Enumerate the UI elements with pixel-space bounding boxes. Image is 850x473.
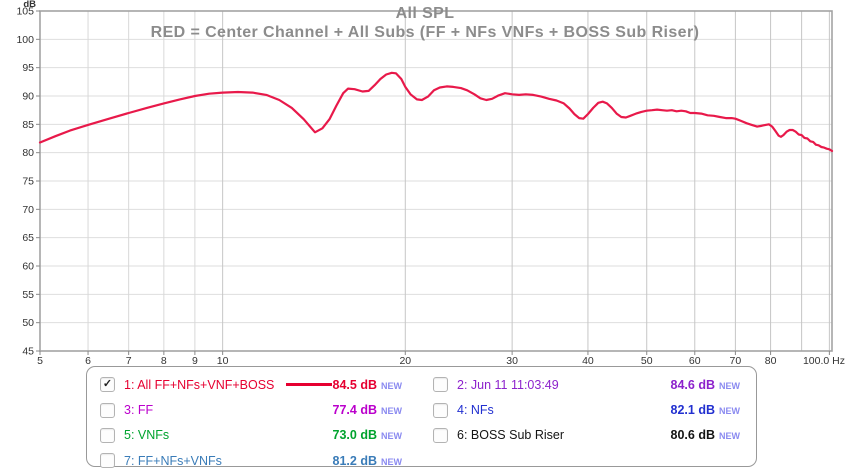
measurement-2-label: 2: Jun 11 11:03:49 bbox=[457, 377, 559, 392]
legend-row-2[interactable]: 2: Jun 11 11:03:49 84.6 dB NEW bbox=[433, 372, 740, 397]
x-tick-label: 8 bbox=[161, 355, 167, 367]
y-tick-label: 70 bbox=[22, 204, 34, 216]
measurement-1-trace-swatch bbox=[286, 383, 333, 386]
y-tick-label: 45 bbox=[22, 346, 34, 358]
measurement-4-checkbox[interactable] bbox=[433, 402, 448, 418]
measurement-7-new-badge: NEW bbox=[381, 456, 402, 467]
legend-row-7[interactable]: 7: FF+NFs+VNFs 81.2 dB NEW bbox=[100, 448, 402, 473]
y-tick-label: 65 bbox=[22, 232, 34, 244]
y-tick-label: 85 bbox=[22, 119, 34, 131]
spl-trace bbox=[38, 71, 834, 153]
y-tick-label: 55 bbox=[22, 289, 34, 301]
y-tick-label: 80 bbox=[22, 147, 34, 159]
y-axis-unit-label: dB bbox=[23, 0, 36, 10]
legend-row-3[interactable]: 3: FF 77.4 dB NEW bbox=[100, 397, 402, 422]
measurement-legend: ✓ 1: All FF+NFs+VNF+BOSS 84.5 dB NEW 3: … bbox=[86, 366, 757, 469]
measurement-5-label: 5: VNFs bbox=[124, 428, 170, 443]
x-tick-label: 50 bbox=[641, 355, 653, 367]
x-tick-label: 80 bbox=[765, 355, 777, 367]
measurement-3-label: 3: FF bbox=[124, 403, 154, 418]
y-tick-label: 90 bbox=[22, 91, 34, 103]
x-tick-label: 60 bbox=[689, 355, 701, 367]
spl-chart: 105 100 95 90 85 80 75 70 65 60 55 50 45 dB 5 6 7 8 9 10 20 3… bbox=[16, 0, 845, 367]
y-tick-label: 100 bbox=[16, 34, 34, 46]
measurement-3-level: 77.4 dB bbox=[332, 403, 377, 418]
x-tick-label: 70 bbox=[730, 355, 742, 367]
measurement-1-new-badge: NEW bbox=[381, 380, 402, 391]
y-tick-label: 60 bbox=[22, 261, 34, 273]
y-tick-label: 75 bbox=[22, 176, 34, 188]
measurement-6-checkbox[interactable] bbox=[433, 427, 448, 443]
measurement-1-checkbox[interactable]: ✓ bbox=[100, 377, 115, 393]
measurement-6-label: 6: BOSS Sub Riser bbox=[457, 428, 564, 443]
legend-column-right: 2: Jun 11 11:03:49 84.6 dB NEW 4: NFs 82… bbox=[433, 372, 740, 448]
legend-column-left: ✓ 1: All FF+NFs+VNF+BOSS 84.5 dB NEW 3: … bbox=[100, 372, 402, 473]
x-tick-label: 6 bbox=[85, 355, 91, 367]
legend-row-6[interactable]: 6: BOSS Sub Riser 80.6 dB NEW bbox=[433, 423, 740, 448]
measurement-6-new-badge: NEW bbox=[719, 431, 740, 442]
measurement-5-new-badge: NEW bbox=[381, 431, 402, 442]
legend-row-1[interactable]: ✓ 1: All FF+NFs+VNF+BOSS 84.5 dB NEW bbox=[100, 372, 402, 397]
x-tick-label: 10 bbox=[217, 355, 229, 367]
x-tick-label: 30 bbox=[506, 355, 518, 367]
y-tick-label: 95 bbox=[22, 62, 34, 74]
measurement-5-checkbox[interactable] bbox=[100, 427, 115, 443]
measurement-1-label: 1: All FF+NFs+VNF+BOSS bbox=[124, 377, 275, 392]
x-tick-label: 5 bbox=[37, 355, 43, 367]
measurement-6-level: 80.6 dB bbox=[670, 428, 715, 443]
measurement-4-level: 82.1 dB bbox=[670, 403, 715, 418]
measurement-4-label: 4: NFs bbox=[457, 403, 494, 418]
measurement-2-checkbox[interactable] bbox=[433, 377, 448, 393]
y-tick-label: 50 bbox=[22, 317, 34, 329]
measurement-1-level: 84.5 dB bbox=[332, 377, 377, 392]
measurement-3-new-badge: NEW bbox=[381, 406, 402, 417]
measurement-5-level: 73.0 dB bbox=[332, 428, 377, 443]
measurement-7-checkbox[interactable] bbox=[100, 453, 115, 469]
measurement-2-level: 84.6 dB bbox=[670, 377, 715, 392]
measurement-2-new-badge: NEW bbox=[719, 380, 740, 391]
x-tick-label: 9 bbox=[192, 355, 198, 367]
legend-row-5[interactable]: 5: VNFs 73.0 dB NEW bbox=[100, 423, 402, 448]
measurement-4-new-badge: NEW bbox=[719, 406, 740, 417]
x-tick-label: 7 bbox=[126, 355, 132, 367]
y-tick-label: 105 bbox=[16, 6, 34, 18]
x-tick-label: 40 bbox=[582, 355, 594, 367]
x-tick-label: 20 bbox=[399, 355, 411, 367]
measurement-7-label: 7: FF+NFs+VNFs bbox=[124, 453, 222, 468]
x-tick-label: 100.0 Hz bbox=[803, 355, 845, 367]
legend-row-4[interactable]: 4: NFs 82.1 dB NEW bbox=[433, 397, 740, 422]
measurement-3-checkbox[interactable] bbox=[100, 402, 115, 418]
measurement-7-level: 81.2 dB bbox=[332, 453, 377, 468]
